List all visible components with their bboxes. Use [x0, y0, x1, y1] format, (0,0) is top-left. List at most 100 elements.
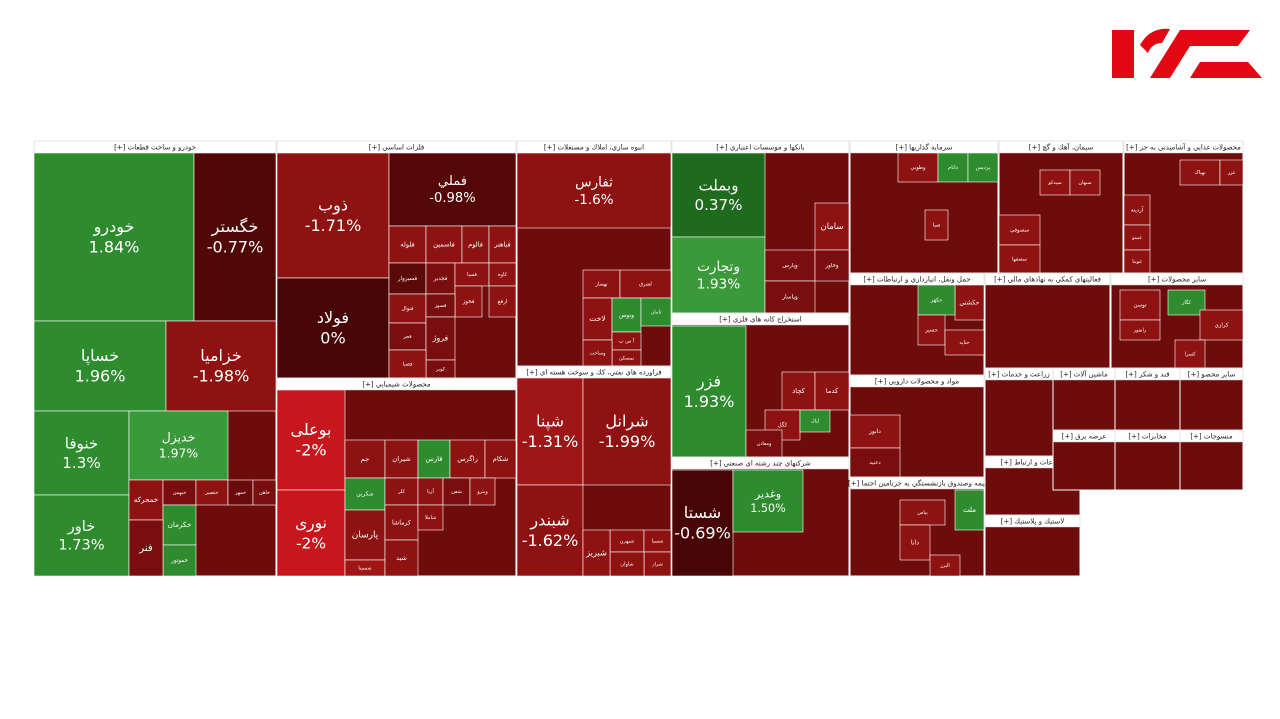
group-header — [1179, 429, 1244, 443]
tile — [516, 377, 584, 486]
treemap: خودرو و ساخت قطعات [+]خودرو1.84%خگستر-0.… — [33, 140, 1244, 577]
group-title: محصولات غذايي و آشاميدني به جز [+] — [1126, 143, 1241, 152]
tile-label: شسپا — [652, 539, 664, 545]
tile — [849, 414, 901, 449]
tile — [33, 320, 167, 412]
tile-label: حتاید — [959, 340, 969, 346]
tile-label: کرماشا — [392, 520, 411, 527]
tile — [671, 325, 747, 458]
tile-label: کویر — [435, 367, 446, 373]
tile — [671, 236, 766, 314]
group-title: عرضه برق [+] — [1062, 433, 1107, 441]
tile — [899, 524, 931, 561]
tile-value: 1.3% — [62, 454, 100, 472]
tile-label: فصبا — [403, 362, 413, 368]
group-title: سایر محصو [+] — [1188, 371, 1236, 379]
tile — [619, 269, 672, 299]
tile — [582, 377, 672, 486]
tile-label: توسن — [1134, 303, 1147, 309]
tile — [937, 152, 969, 183]
tile-label: شستا — [684, 503, 721, 522]
tile — [162, 504, 197, 546]
tile-label: شکام — [493, 455, 509, 463]
tile-label: فزر — [696, 371, 721, 391]
logo — [1112, 28, 1262, 78]
group-header — [276, 377, 517, 391]
tile — [128, 479, 164, 521]
tile-value: -1.62% — [522, 531, 579, 550]
tile-label: وتجارت — [697, 259, 740, 275]
tile-label: شاوان — [620, 562, 633, 568]
tile-label: خودرو — [93, 217, 135, 237]
tile — [814, 202, 850, 251]
tile-label: وبملت — [698, 176, 738, 194]
group-title: حمل ونقل، انبارداري و ارتباطات [+] — [863, 276, 970, 284]
group-header — [1123, 140, 1244, 154]
tile-label: غويتا — [1132, 259, 1142, 265]
tile — [488, 285, 517, 318]
tile — [33, 494, 130, 577]
tile — [417, 439, 451, 479]
group-title: شركتهاي چند رشته اي صنعتي [+] — [710, 460, 811, 468]
tile — [1069, 169, 1101, 196]
tile-label: شاملا — [425, 515, 436, 521]
tile-label: ذوب — [318, 195, 348, 215]
group-header — [849, 374, 985, 388]
group-title: ماشين آلات [+] — [1060, 370, 1108, 379]
tile — [1179, 159, 1221, 186]
group-title: اطلاعات و ارتباط [+] — [1001, 459, 1065, 467]
tile-value: 0.37% — [695, 196, 743, 214]
tile-label: حكشتي — [959, 300, 979, 307]
tile-label: آریا — [427, 488, 434, 495]
tile-value: -1.98% — [193, 367, 250, 386]
tile — [1039, 169, 1071, 196]
tile-value: 1.97% — [159, 446, 199, 461]
tile-label: سصوفي — [1010, 228, 1030, 234]
tile-value: -2% — [296, 534, 326, 552]
tile-label: شبندر — [529, 510, 569, 530]
tile-label: تهساز — [594, 282, 608, 288]
tile — [193, 152, 277, 322]
group-title: بيمه وصندوق بازنشستگي به جزتامين اجتما [… — [848, 479, 986, 488]
tile-label: حسير — [924, 328, 938, 334]
group-title: مواد و محصولات دارويي [+] — [875, 378, 959, 386]
tile-label: جم — [361, 455, 370, 463]
tile — [582, 529, 611, 577]
tile-value: -0.77% — [207, 238, 264, 257]
tile — [897, 152, 939, 183]
tile-label: ارفع — [498, 299, 508, 305]
tile-label: خاهن — [259, 490, 270, 496]
tile — [442, 477, 471, 506]
tile-label: شراز — [651, 562, 663, 568]
tile-label: فخوز — [462, 299, 475, 305]
tile — [582, 297, 613, 341]
tile — [917, 314, 946, 346]
tile — [954, 489, 985, 531]
tile-label: صبا — [933, 223, 941, 229]
tile-label: ثامان — [651, 310, 662, 316]
tile-label: خنوفا — [65, 434, 99, 452]
tile — [469, 477, 496, 506]
tile-label: کلر — [397, 489, 405, 495]
tile — [671, 152, 766, 238]
tile — [484, 439, 517, 479]
tile-label: فسپا — [467, 272, 477, 278]
tile-value: -1.6% — [574, 192, 613, 208]
tile — [417, 504, 444, 531]
group-title: منسوجات [+] — [1190, 433, 1233, 441]
tile — [814, 249, 850, 282]
tile — [967, 152, 999, 183]
tile-value: -0.69% — [674, 524, 731, 543]
tile — [344, 477, 386, 511]
group-title: سرمايه گذاريها [+] — [896, 143, 953, 152]
tile — [276, 277, 390, 379]
tile-label: شفن — [451, 489, 462, 495]
tile — [227, 479, 254, 506]
tile — [849, 447, 901, 478]
tile — [609, 551, 645, 577]
tile-value: 1.73% — [58, 537, 104, 554]
tile — [425, 225, 463, 264]
tile — [944, 329, 985, 356]
tile-label: زاگرس — [457, 454, 478, 463]
